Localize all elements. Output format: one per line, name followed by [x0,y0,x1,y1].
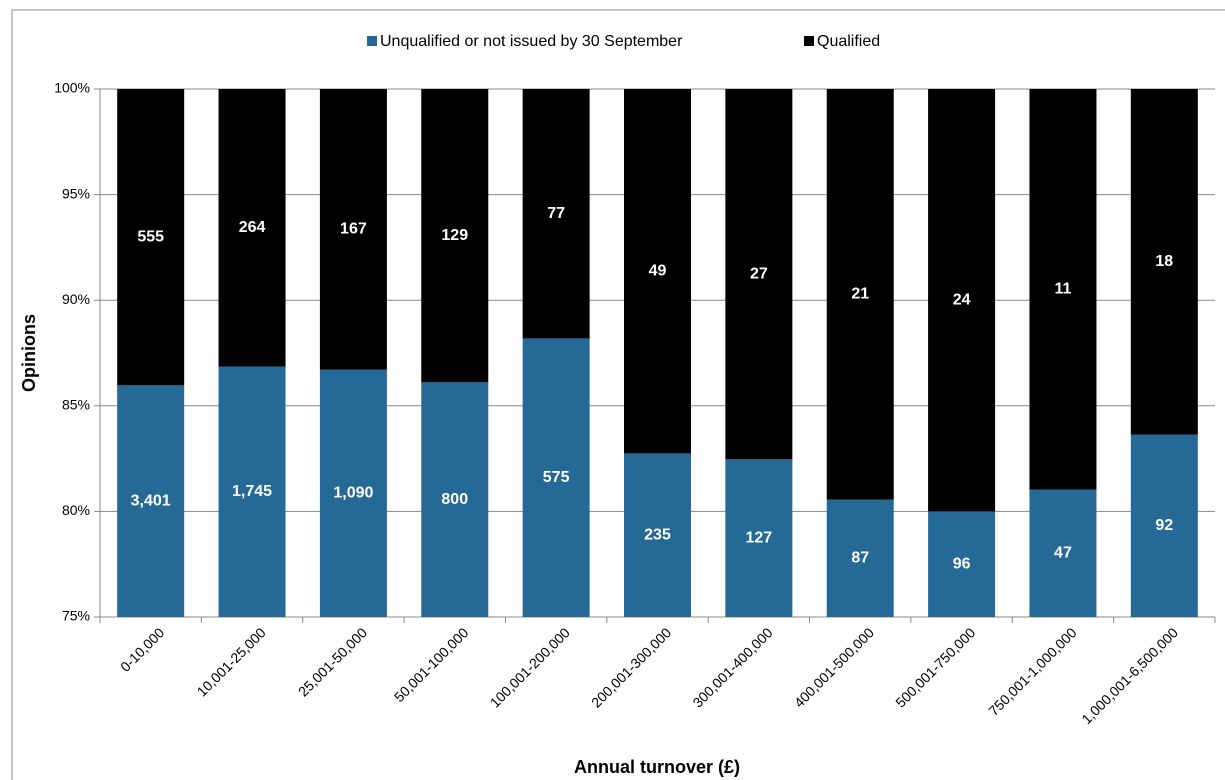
value-label: 129 [441,227,468,244]
bar-segment [624,453,691,617]
y-axis-label: Opinions [19,314,39,392]
x-tick-label: 200,001-300,000 [588,624,674,710]
x-tick-label: 1,000,001-6,500,000 [1078,624,1181,727]
bar-segment [319,89,387,370]
x-tick-label: 100,001-200,000 [487,624,573,710]
value-label: 24 [953,291,971,308]
y-tick-label: 85% [62,397,90,413]
x-tick-label: 750,001-1,000,000 [985,624,1080,719]
value-label: 92 [1155,517,1173,534]
legend-label: Unqualified or not issued by 30 Septembe… [380,33,683,50]
value-label: 77 [547,205,565,222]
bar-segment [421,382,489,617]
bar-segment [319,369,387,617]
bar-segment [1130,434,1198,617]
bar-segment [725,89,793,460]
value-label: 1,745 [232,483,272,500]
value-label: 21 [851,286,869,303]
value-label: 555 [137,228,164,245]
x-tick-label: 300,001-400,000 [689,624,775,710]
value-label: 264 [239,219,266,236]
x-tick-label: 50,001-100,000 [391,624,472,705]
legend-swatch [367,36,377,46]
value-label: 47 [1054,544,1072,561]
bar-segment [928,511,996,617]
value-label: 800 [441,491,468,508]
bar-segment [725,459,793,617]
value-label: 87 [851,550,869,567]
x-tick-label: 25,001-50,000 [295,624,370,699]
value-label: 3,401 [131,492,171,509]
y-tick-label: 100% [54,80,90,96]
bar-segment [1130,89,1198,435]
x-axis-label: Annual turnover (£) [574,757,740,777]
value-label: 167 [340,221,367,238]
legend-swatch [804,36,814,46]
bar-segment [1029,489,1097,617]
y-tick-label: 95% [62,185,90,201]
bar-segment [826,89,894,500]
bar-segment [928,89,996,512]
y-tick-label: 90% [62,291,90,307]
bar-segment [218,89,286,367]
bar-segment [1029,89,1097,490]
value-label: 27 [750,265,768,282]
value-label: 127 [746,529,773,546]
x-tick-label: 0-10,000 [117,624,168,675]
y-tick-label: 75% [62,608,90,624]
x-tick-label: 400,001-500,000 [791,624,877,710]
x-tick-label: 500,001-750,000 [892,624,978,710]
bar-segment [826,499,894,617]
bar-segment [522,89,590,339]
y-tick-label: 80% [62,502,90,518]
value-label: 1,090 [333,485,373,502]
bar-segment [624,89,691,454]
bar-segment [421,89,489,383]
chart-frame [11,9,1225,780]
value-label: 11 [1054,280,1071,297]
value-label: 235 [644,526,671,543]
bar-segment [117,385,185,617]
bar-segment [218,366,286,617]
value-label: 96 [953,555,971,572]
bar-segment [522,338,590,617]
legend-label: Qualified [817,33,880,50]
value-label: 575 [543,469,570,486]
value-label: 18 [1155,253,1173,270]
x-tick-label: 10,001-25,000 [194,624,269,699]
value-label: 49 [649,262,667,279]
bar-segment [117,89,185,386]
